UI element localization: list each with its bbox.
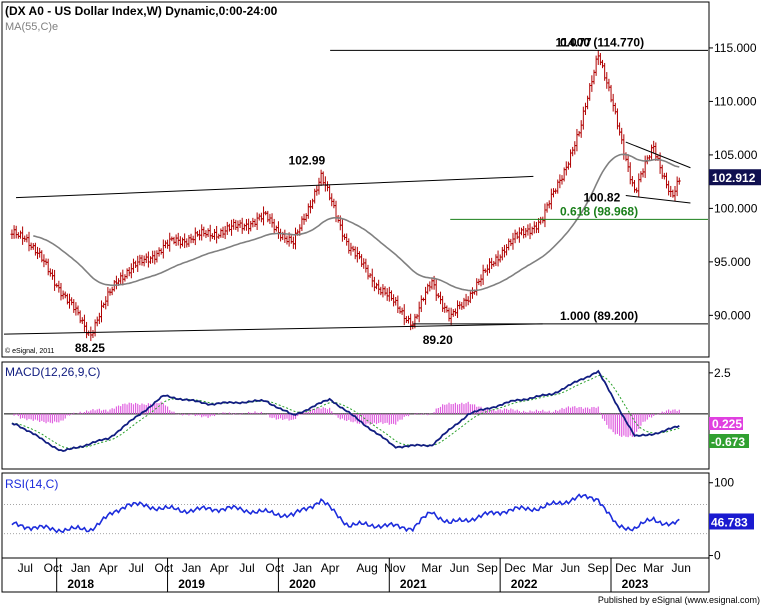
x-month-label: Dec — [504, 561, 525, 575]
x-month-label: Jan — [293, 561, 312, 575]
x-month-label: Jun — [561, 561, 580, 575]
published-text: Published by eSignal (www.esignal.com) — [598, 595, 760, 605]
x-month-label: Aug — [356, 561, 377, 575]
ma-label: MA(55,C)e — [5, 21, 58, 33]
x-year-label: 2019 — [178, 577, 205, 591]
upper-trendline — [15, 175, 534, 199]
chart-title: (DX A0 - US Dollar Index,W) Dynamic,0:00… — [5, 4, 278, 18]
x-month-label: Jan — [71, 561, 90, 575]
rsi-y-tick-label: 100 — [714, 476, 734, 490]
x-month-label: Mar — [421, 561, 442, 575]
rsi-panel-frame — [1, 472, 710, 559]
price-layer: 114.770.000 (114.770) 102.99 100.820.618 (… — [3, 35, 761, 355]
x-month-label: Oct — [265, 561, 284, 575]
annotation-fib-0: 0.000 (114.770) — [560, 35, 644, 49]
x-month-label: Sep — [587, 561, 609, 575]
rsi-y-tick-label: 0 — [714, 549, 721, 563]
annotation-fib-100: 1.000 (89.200) — [560, 309, 638, 323]
macd-signal-tag — [709, 434, 749, 448]
x-month-label: Mar — [532, 561, 553, 575]
lower-trendline — [3, 323, 543, 335]
macd-value-tag — [709, 417, 743, 430]
x-month-label: Oct — [44, 561, 63, 575]
x-month-label: Jan — [182, 561, 201, 575]
last-price-value: 102.912 — [712, 171, 756, 185]
price-y-tick-label: 110.000 — [714, 94, 757, 108]
rsi-layer: 10050046.783 — [4, 476, 754, 563]
ma-line — [33, 153, 680, 292]
annotation-low-2023: 100.82 — [584, 191, 621, 205]
macd-line — [11, 369, 680, 453]
triangle-lower-line — [625, 195, 691, 204]
axis-layer: Jul Oct Jan Apr Jul Oct Jan Apr Jul Oct Jan Apr Aug N… — [18, 558, 691, 592]
x-axis-frame — [1, 557, 710, 593]
macd-value-text: 0.225 — [712, 417, 742, 431]
rsi-line — [11, 493, 680, 534]
x-month-label: Jul — [239, 561, 254, 575]
x-month-label: Jul — [128, 561, 143, 575]
macd-signal-text: -0.673 — [711, 435, 745, 449]
x-month-label: Sep — [477, 561, 499, 575]
rsi-value-tag — [709, 513, 754, 530]
macd-layer: 2.5 0.225 -0.673 — [4, 366, 749, 453]
rsi-value-text: 46.783 — [711, 515, 748, 529]
price-panel-frame — [1, 1, 710, 358]
x-year-label: 2021 — [400, 577, 427, 591]
price-y-tick-label: 95.000 — [714, 255, 751, 269]
x-month-label: Dec — [615, 561, 636, 575]
macd-signal-line — [11, 374, 680, 449]
x-month-label: Apr — [321, 561, 340, 575]
x-month-label: Jun — [672, 561, 691, 575]
price-y-tick-label: 90.000 — [714, 308, 751, 322]
price-y-tick-label: 115.000 — [714, 41, 757, 55]
macd-y-tick-label: 2.5 — [714, 366, 731, 380]
x-month-label: Jun — [450, 561, 469, 575]
annotation-2021-low: 89.20 — [423, 333, 453, 347]
annotation-2018-low: 88.25 — [75, 341, 105, 355]
x-year-label: 2022 — [511, 577, 538, 591]
x-month-label: Nov — [384, 561, 405, 575]
x-year-label: 2018 — [67, 577, 94, 591]
x-month-label: Oct — [154, 561, 173, 575]
price-y-tick-label: 100.000 — [714, 201, 758, 215]
x-year-label: 2020 — [289, 577, 316, 591]
annotation-high: 114.77 — [556, 35, 592, 49]
price-y-tick-label: 105.000 — [714, 148, 758, 162]
annotation-2020-high: 102.99 — [289, 153, 326, 167]
macd-title: MACD(12,26,9,C) — [5, 365, 100, 379]
x-month-label: Jul — [18, 561, 33, 575]
x-month-label: Apr — [99, 561, 118, 575]
x-month-label: Mar — [643, 561, 664, 575]
triangle-upper-line — [625, 141, 691, 169]
x-year-label: 2023 — [622, 577, 649, 591]
last-price-tag — [709, 169, 761, 186]
annotation-fib-618: 0.618 (98.968) — [560, 204, 638, 218]
rsi-title: RSI(14,C) — [5, 477, 58, 491]
copyright-text: © eSignal, 2011 — [5, 347, 55, 355]
x-month-label: Apr — [210, 561, 229, 575]
